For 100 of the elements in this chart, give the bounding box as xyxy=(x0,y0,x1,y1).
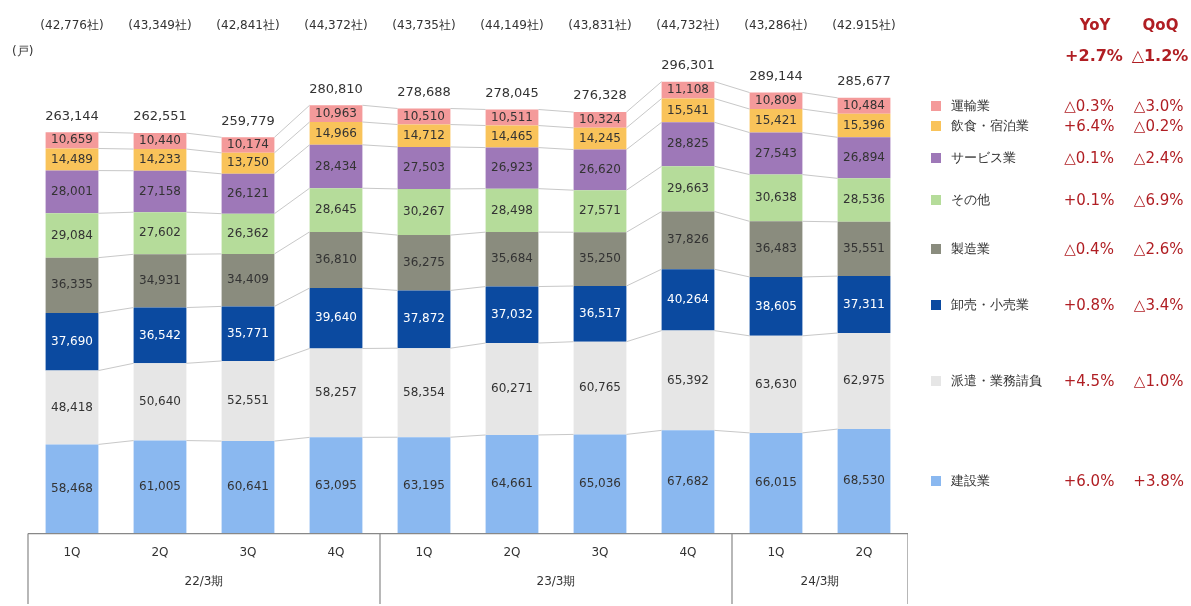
data-label: 66,015 xyxy=(755,475,797,490)
data-label: 27,602 xyxy=(139,225,181,240)
text: △2.6% xyxy=(1132,239,1185,258)
data-label: 36,335 xyxy=(51,277,93,292)
data-label: 30,267 xyxy=(403,204,445,219)
data-label: 27,571 xyxy=(579,203,621,218)
data-label: 14,245 xyxy=(579,130,621,145)
data-label: 39,640 xyxy=(315,310,357,325)
data-label: 60,765 xyxy=(579,380,621,395)
data-label: 65,392 xyxy=(667,372,709,387)
total-label: 278,045 xyxy=(485,84,539,100)
legend-label: その他 xyxy=(950,191,991,210)
total-label: 259,779 xyxy=(221,112,275,128)
data-label: 35,551 xyxy=(843,241,885,256)
data-label: 52,551 xyxy=(227,393,269,408)
legend-label: 製造業 xyxy=(950,240,991,258)
data-label: 14,712 xyxy=(403,127,445,142)
text: +0.8% xyxy=(1062,295,1116,314)
text: 22/3期 xyxy=(184,573,224,588)
data-label: 15,421 xyxy=(755,112,797,127)
data-label: 26,362 xyxy=(227,225,269,240)
data-label: 36,810 xyxy=(315,252,357,267)
text: △0.1% xyxy=(1063,148,1115,167)
text: (42,841社) xyxy=(216,18,280,33)
x-tick-label: 2Q xyxy=(151,544,169,559)
total-label: 263,144 xyxy=(45,107,99,123)
text: (43,286社) xyxy=(744,18,808,33)
text: (42,776社) xyxy=(40,18,104,33)
text: YoY xyxy=(1078,16,1112,34)
x-tick-label: 4Q xyxy=(679,544,697,559)
text: (43,735社) xyxy=(392,18,456,33)
data-label: 65,036 xyxy=(579,476,621,491)
total-label: 280,810 xyxy=(309,80,363,96)
data-label: 28,645 xyxy=(315,202,357,217)
x-tick-label: 3Q xyxy=(591,544,609,559)
data-label: 14,233 xyxy=(139,152,181,167)
data-label: 28,434 xyxy=(315,158,357,173)
x-tick-label: 2Q xyxy=(855,544,873,559)
text: (42.915社) xyxy=(832,18,896,33)
legend-label: 運輸業 xyxy=(950,96,991,115)
data-label: 63,095 xyxy=(315,477,357,492)
text: +2.7% xyxy=(1064,46,1124,65)
legend-label: 派遣・業務請負 xyxy=(950,372,1043,391)
data-label: 63,630 xyxy=(755,376,797,391)
data-label: 35,250 xyxy=(579,251,621,266)
data-label: 10,511 xyxy=(491,109,533,124)
data-label: 26,121 xyxy=(227,185,269,200)
data-label: 10,963 xyxy=(315,105,357,120)
total-label: 285,677 xyxy=(837,73,891,89)
data-label: 68,530 xyxy=(843,473,885,488)
data-label: 48,418 xyxy=(51,399,93,414)
data-label: 11,108 xyxy=(667,82,709,97)
data-label: 27,158 xyxy=(139,183,181,198)
text: △6.9% xyxy=(1132,191,1185,210)
x-tick-label: 1Q xyxy=(63,544,81,559)
text: △0.4% xyxy=(1063,239,1115,258)
data-label: 38,605 xyxy=(755,298,797,313)
total-label: 262,551 xyxy=(133,108,187,124)
data-label: 28,825 xyxy=(667,136,709,151)
data-label: 28,001 xyxy=(51,184,93,199)
text: △3.0% xyxy=(1132,96,1185,115)
data-label: 37,690 xyxy=(51,333,93,348)
x-tick-label: 1Q xyxy=(415,544,433,559)
data-label: 10,324 xyxy=(579,112,621,127)
text: (44,732社) xyxy=(656,18,720,33)
total-label: 278,688 xyxy=(397,83,451,99)
total-label: 296,301 xyxy=(661,57,715,73)
data-label: 26,894 xyxy=(843,149,885,164)
data-label: 37,826 xyxy=(667,232,709,247)
data-label: 14,465 xyxy=(491,128,533,143)
data-label: 40,264 xyxy=(667,292,709,307)
data-label: 26,620 xyxy=(579,162,621,177)
data-label: 36,517 xyxy=(579,305,621,320)
data-label: 58,354 xyxy=(403,384,445,399)
data-label: 61,005 xyxy=(139,479,181,494)
data-label: 34,409 xyxy=(227,272,269,287)
data-label: 10,510 xyxy=(403,108,445,123)
text: △0.3% xyxy=(1063,96,1115,115)
data-label: 35,771 xyxy=(227,325,269,340)
total-label: 289,144 xyxy=(749,67,803,83)
data-label: 63,195 xyxy=(403,477,445,492)
data-label: 37,872 xyxy=(403,311,445,326)
total-label: 276,328 xyxy=(573,87,627,103)
data-label: 28,498 xyxy=(491,202,533,217)
data-label: 15,396 xyxy=(843,117,885,132)
legend-label: 卸売・小売業 xyxy=(950,295,1030,314)
x-tick-label: 3Q xyxy=(239,544,257,559)
data-label: 30,638 xyxy=(755,190,797,205)
text: △2.4% xyxy=(1132,148,1185,167)
data-label: 29,663 xyxy=(667,181,709,196)
text: △1.2% xyxy=(1130,46,1190,65)
data-label: 10,484 xyxy=(843,97,885,112)
data-label: 13,750 xyxy=(227,155,269,170)
data-label: 14,489 xyxy=(51,151,93,166)
data-label: 60,641 xyxy=(227,479,269,494)
x-tick-label: 1Q xyxy=(767,544,785,559)
data-label: 37,311 xyxy=(843,296,885,311)
x-tick-label: 2Q xyxy=(503,544,521,559)
data-label: 64,661 xyxy=(491,476,533,491)
data-label: 28,536 xyxy=(843,192,885,207)
